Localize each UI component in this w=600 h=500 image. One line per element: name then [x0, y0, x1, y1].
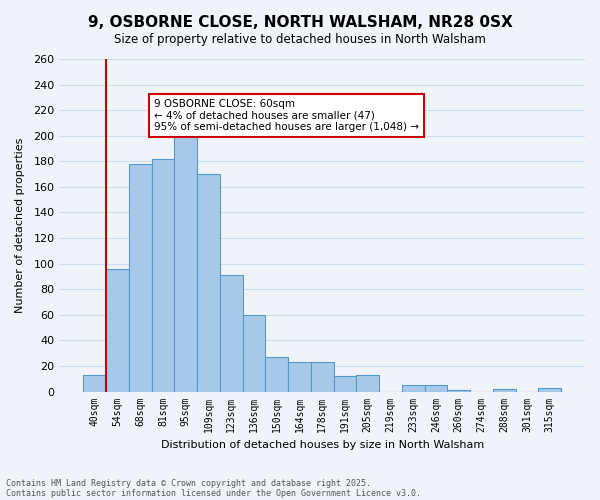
Bar — [83, 375, 106, 392]
Bar — [356, 375, 379, 392]
Bar — [448, 390, 470, 392]
Bar — [265, 357, 288, 392]
Text: Size of property relative to detached houses in North Walsham: Size of property relative to detached ho… — [114, 32, 486, 46]
Text: 9 OSBORNE CLOSE: 60sqm
← 4% of detached houses are smaller (47)
95% of semi-deta: 9 OSBORNE CLOSE: 60sqm ← 4% of detached … — [154, 99, 419, 132]
Bar — [334, 376, 356, 392]
Bar — [220, 275, 242, 392]
Bar — [493, 389, 515, 392]
Y-axis label: Number of detached properties: Number of detached properties — [15, 138, 25, 313]
Text: 9, OSBORNE CLOSE, NORTH WALSHAM, NR28 0SX: 9, OSBORNE CLOSE, NORTH WALSHAM, NR28 0S… — [88, 15, 512, 30]
Bar — [129, 164, 152, 392]
Bar — [538, 388, 561, 392]
X-axis label: Distribution of detached houses by size in North Walsham: Distribution of detached houses by size … — [161, 440, 484, 450]
Text: Contains public sector information licensed under the Open Government Licence v3: Contains public sector information licen… — [6, 488, 421, 498]
Bar — [152, 159, 175, 392]
Bar — [402, 385, 425, 392]
Bar — [197, 174, 220, 392]
Bar — [242, 315, 265, 392]
Bar — [106, 269, 129, 392]
Bar — [288, 362, 311, 392]
Bar — [311, 362, 334, 392]
Bar — [425, 385, 448, 392]
Bar — [175, 124, 197, 392]
Text: Contains HM Land Registry data © Crown copyright and database right 2025.: Contains HM Land Registry data © Crown c… — [6, 478, 371, 488]
